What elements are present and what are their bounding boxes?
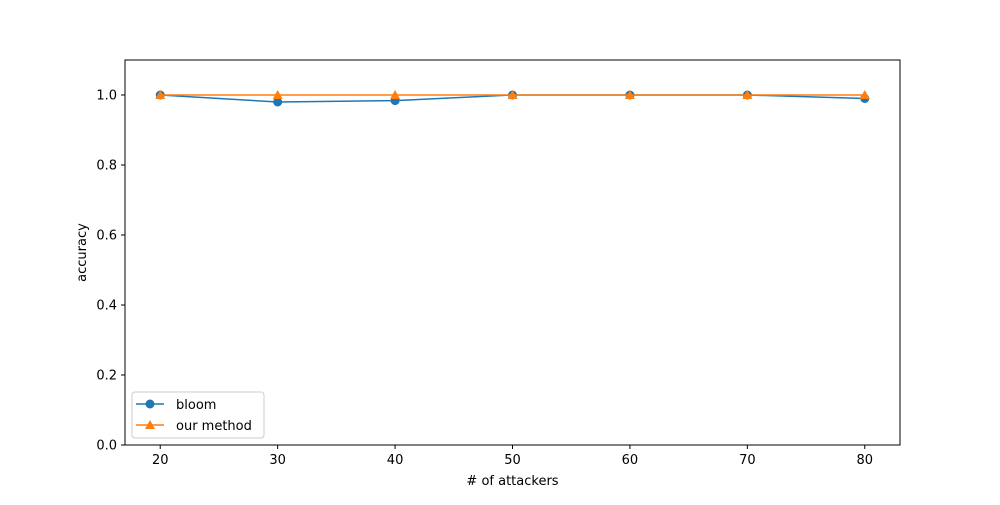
x-tick-label: 20 bbox=[152, 453, 169, 468]
data-point-bloom bbox=[273, 97, 283, 107]
data-point-our-method bbox=[859, 90, 870, 99]
x-tick-label: 60 bbox=[622, 453, 639, 468]
data-point-our-method bbox=[272, 90, 283, 99]
legend-label-our-method: our method bbox=[176, 419, 252, 434]
data-point-our-method bbox=[624, 90, 635, 99]
y-tick-label: 0.4 bbox=[96, 299, 117, 314]
y-tick-label: 1.0 bbox=[96, 89, 117, 104]
y-tick-label: 0.8 bbox=[96, 159, 117, 174]
plot-frame bbox=[124, 59, 901, 446]
y-axis-label: accuracy bbox=[75, 223, 90, 282]
y-tick-label: 0.2 bbox=[96, 369, 117, 384]
x-tick-label: 40 bbox=[387, 453, 404, 468]
legend-marker-our-method bbox=[145, 420, 155, 429]
data-point-our-method bbox=[155, 90, 166, 99]
y-tick-label: 0.0 bbox=[96, 439, 117, 454]
data-point-our-method bbox=[507, 90, 518, 99]
legend-box bbox=[131, 391, 265, 439]
x-tick-label: 30 bbox=[269, 453, 286, 468]
ticks-layer: 20 30 40 50 60 70 80 0.0 0.2 0.4 0.6 0.8 1.0 bbox=[96, 89, 873, 469]
x-tick-label: 50 bbox=[504, 453, 521, 468]
data-point-our-method bbox=[742, 90, 753, 99]
x-tick-label: 80 bbox=[856, 453, 873, 468]
series-layer bbox=[155, 90, 870, 107]
y-tick-label: 0.6 bbox=[96, 229, 117, 244]
x-axis-label: # of attackers bbox=[466, 474, 558, 489]
x-tick-label: 70 bbox=[739, 453, 756, 468]
data-point-our-method bbox=[390, 90, 401, 99]
legend-marker-bloom bbox=[145, 399, 155, 409]
series-our-method bbox=[155, 90, 870, 99]
legend: bloom our method bbox=[131, 391, 265, 439]
legend-label-bloom: bloom bbox=[176, 398, 216, 413]
